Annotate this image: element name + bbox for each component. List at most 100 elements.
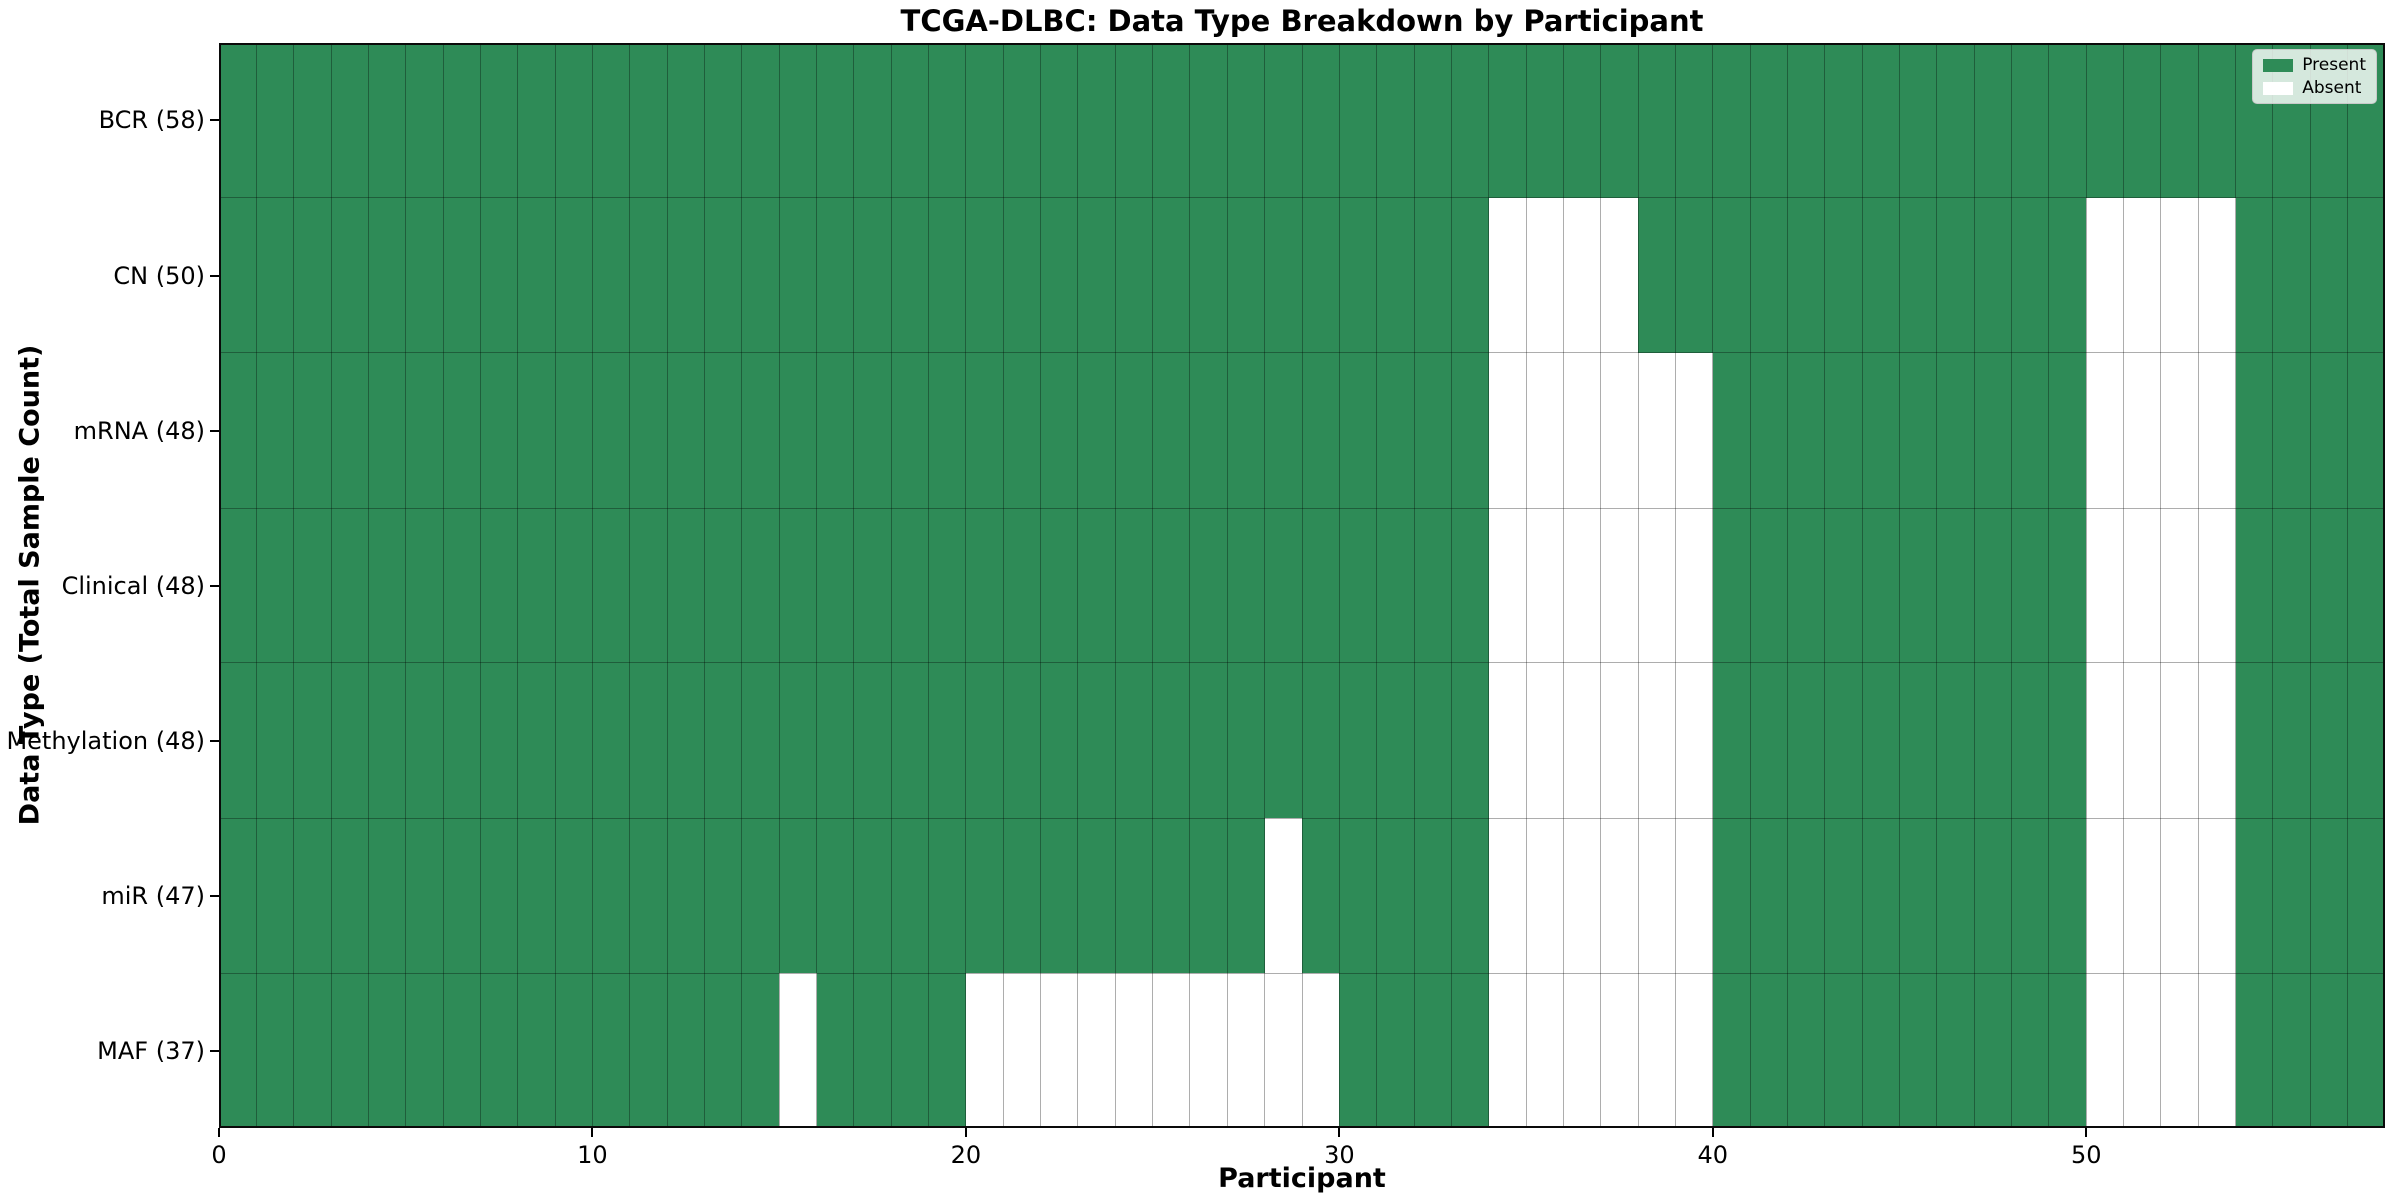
grid-line-vertical xyxy=(2235,43,2237,1128)
grid-line-vertical xyxy=(1114,43,1116,1128)
heatmap-cell-absent xyxy=(2123,818,2161,973)
heatmap-cell-absent xyxy=(1488,818,1527,973)
heatmap-cell-absent xyxy=(2198,818,2236,973)
grid-line-horizontal xyxy=(219,197,2385,199)
grid-line-vertical xyxy=(928,43,930,1128)
grid-line-vertical xyxy=(591,43,593,1128)
grid-line-vertical xyxy=(2123,43,2125,1128)
grid-line-horizontal xyxy=(219,352,2385,354)
x-tick-mark xyxy=(591,1128,594,1137)
grid-line-vertical xyxy=(442,43,444,1128)
heatmap-cell-absent xyxy=(1563,198,1601,353)
y-tick-label: BCR (58) xyxy=(98,106,205,135)
heatmap-cell-absent xyxy=(2198,973,2236,1128)
heatmap-cell-absent xyxy=(1600,353,1639,508)
grid-line-vertical xyxy=(1077,43,1079,1128)
heatmap-cell-absent xyxy=(2123,973,2161,1128)
grid-line-vertical xyxy=(890,43,892,1128)
legend: Present Absent xyxy=(2252,49,2377,105)
y-tick-mark xyxy=(210,119,219,122)
grid-line-vertical xyxy=(703,43,705,1128)
grid-line-vertical xyxy=(741,43,743,1128)
heatmap-cell-absent xyxy=(1264,818,1302,973)
heatmap-cell-absent xyxy=(2198,353,2236,508)
heatmap-cell-absent xyxy=(1675,353,1713,508)
heatmap-cell-absent xyxy=(1077,973,1116,1128)
grid-line-vertical xyxy=(2272,43,2274,1128)
y-axis-ticks: BCR (58) CN (50) mRNA (48) Clinical (48) Met… xyxy=(0,43,219,1128)
x-tick-label: 50 xyxy=(2070,1141,2102,1169)
grid-line-vertical xyxy=(1749,43,1751,1128)
x-tick-label: 0 xyxy=(211,1141,227,1169)
grid-line-vertical xyxy=(1264,43,1266,1128)
heatmap-cell-absent xyxy=(2198,198,2236,353)
heatmap-cell-absent xyxy=(1638,663,1676,818)
grid-line-vertical xyxy=(2011,43,2013,1128)
heatmap-cell-absent xyxy=(1189,973,1228,1128)
grid-line-horizontal xyxy=(219,972,2385,974)
heatmap-cell-absent xyxy=(1488,353,1527,508)
heatmap-cell-absent xyxy=(1563,353,1601,508)
grid-line-vertical xyxy=(1674,43,1676,1128)
grid-line-vertical xyxy=(330,43,332,1128)
grid-line-horizontal xyxy=(219,817,2385,819)
grid-line-vertical xyxy=(1600,43,1602,1128)
grid-line-vertical xyxy=(1973,43,1975,1128)
grid-line-vertical xyxy=(2347,43,2349,1128)
legend-item-absent: Absent xyxy=(2263,77,2366,98)
y-tick-label: MAF (37) xyxy=(97,1036,205,1065)
heatmap-cell-absent xyxy=(1488,663,1527,818)
heatmap-cell-absent xyxy=(1526,198,1564,353)
grid-line-vertical xyxy=(1525,43,1527,1128)
y-tick-label: Methylation (48) xyxy=(6,726,205,755)
x-axis-label: Participant xyxy=(1218,1163,1386,1194)
heatmap-cell-absent xyxy=(2086,198,2124,353)
heatmap-cell-absent xyxy=(2160,508,2199,663)
heatmap-cell-absent xyxy=(1227,973,1265,1128)
heatmap-cell-absent xyxy=(1488,508,1527,663)
legend-label-absent: Absent xyxy=(2302,77,2362,98)
y-tick-mark xyxy=(210,1049,219,1052)
grid-line-vertical xyxy=(853,43,855,1128)
heatmap-cell-absent xyxy=(2086,973,2124,1128)
heatmap-cell-absent xyxy=(1526,663,1564,818)
heatmap-cell-absent xyxy=(1638,973,1676,1128)
grid-line-vertical xyxy=(293,43,295,1128)
heatmap-cell-absent xyxy=(1600,663,1639,818)
grid-line-vertical xyxy=(666,43,668,1128)
grid-line-vertical xyxy=(629,43,631,1128)
grid-line-vertical xyxy=(2085,43,2087,1128)
grid-line-vertical xyxy=(1040,43,1042,1128)
heatmap-cell-absent xyxy=(1675,818,1713,973)
heatmap-cell-absent xyxy=(1563,818,1601,973)
legend-label-present: Present xyxy=(2302,55,2366,75)
x-axis-ticks: 0 10 20 30 40 50 xyxy=(211,1128,2385,1169)
heatmap-cells xyxy=(219,43,2385,1128)
heatmap-cell-absent xyxy=(1115,973,1153,1128)
heatmap-cell-absent xyxy=(1600,818,1639,973)
heatmap-cell-absent xyxy=(1675,508,1713,663)
grid-line-vertical xyxy=(405,43,407,1128)
x-tick-mark xyxy=(1338,1128,1341,1137)
grid-line-vertical xyxy=(1301,43,1303,1128)
grid-line-vertical xyxy=(554,43,556,1128)
x-tick-label: 30 xyxy=(1324,1141,1355,1169)
grid-line-vertical xyxy=(1450,43,1452,1128)
grid-line-vertical xyxy=(479,43,481,1128)
grid-line-vertical xyxy=(1488,43,1490,1128)
heatmap-cell-absent xyxy=(2160,198,2199,353)
y-tick-label: Clinical (48) xyxy=(61,571,205,600)
x-tick-mark xyxy=(964,1128,967,1137)
heatmap-cell-absent xyxy=(1488,973,1527,1128)
heatmap-cell-absent xyxy=(1675,973,1713,1128)
grid-line-vertical xyxy=(778,43,780,1128)
heatmap-cell-absent xyxy=(1264,973,1302,1128)
heatmap-cell-absent xyxy=(2123,663,2161,818)
heatmap-cell-absent xyxy=(1638,353,1676,508)
grid-line-vertical xyxy=(2048,43,2050,1128)
legend-item-present: Present xyxy=(2263,56,2366,75)
y-tick-label: CN (50) xyxy=(113,261,205,290)
grid-line-vertical xyxy=(1338,43,1340,1128)
heatmap-cell-absent xyxy=(1563,973,1601,1128)
heatmap-cell-absent xyxy=(1563,508,1601,663)
